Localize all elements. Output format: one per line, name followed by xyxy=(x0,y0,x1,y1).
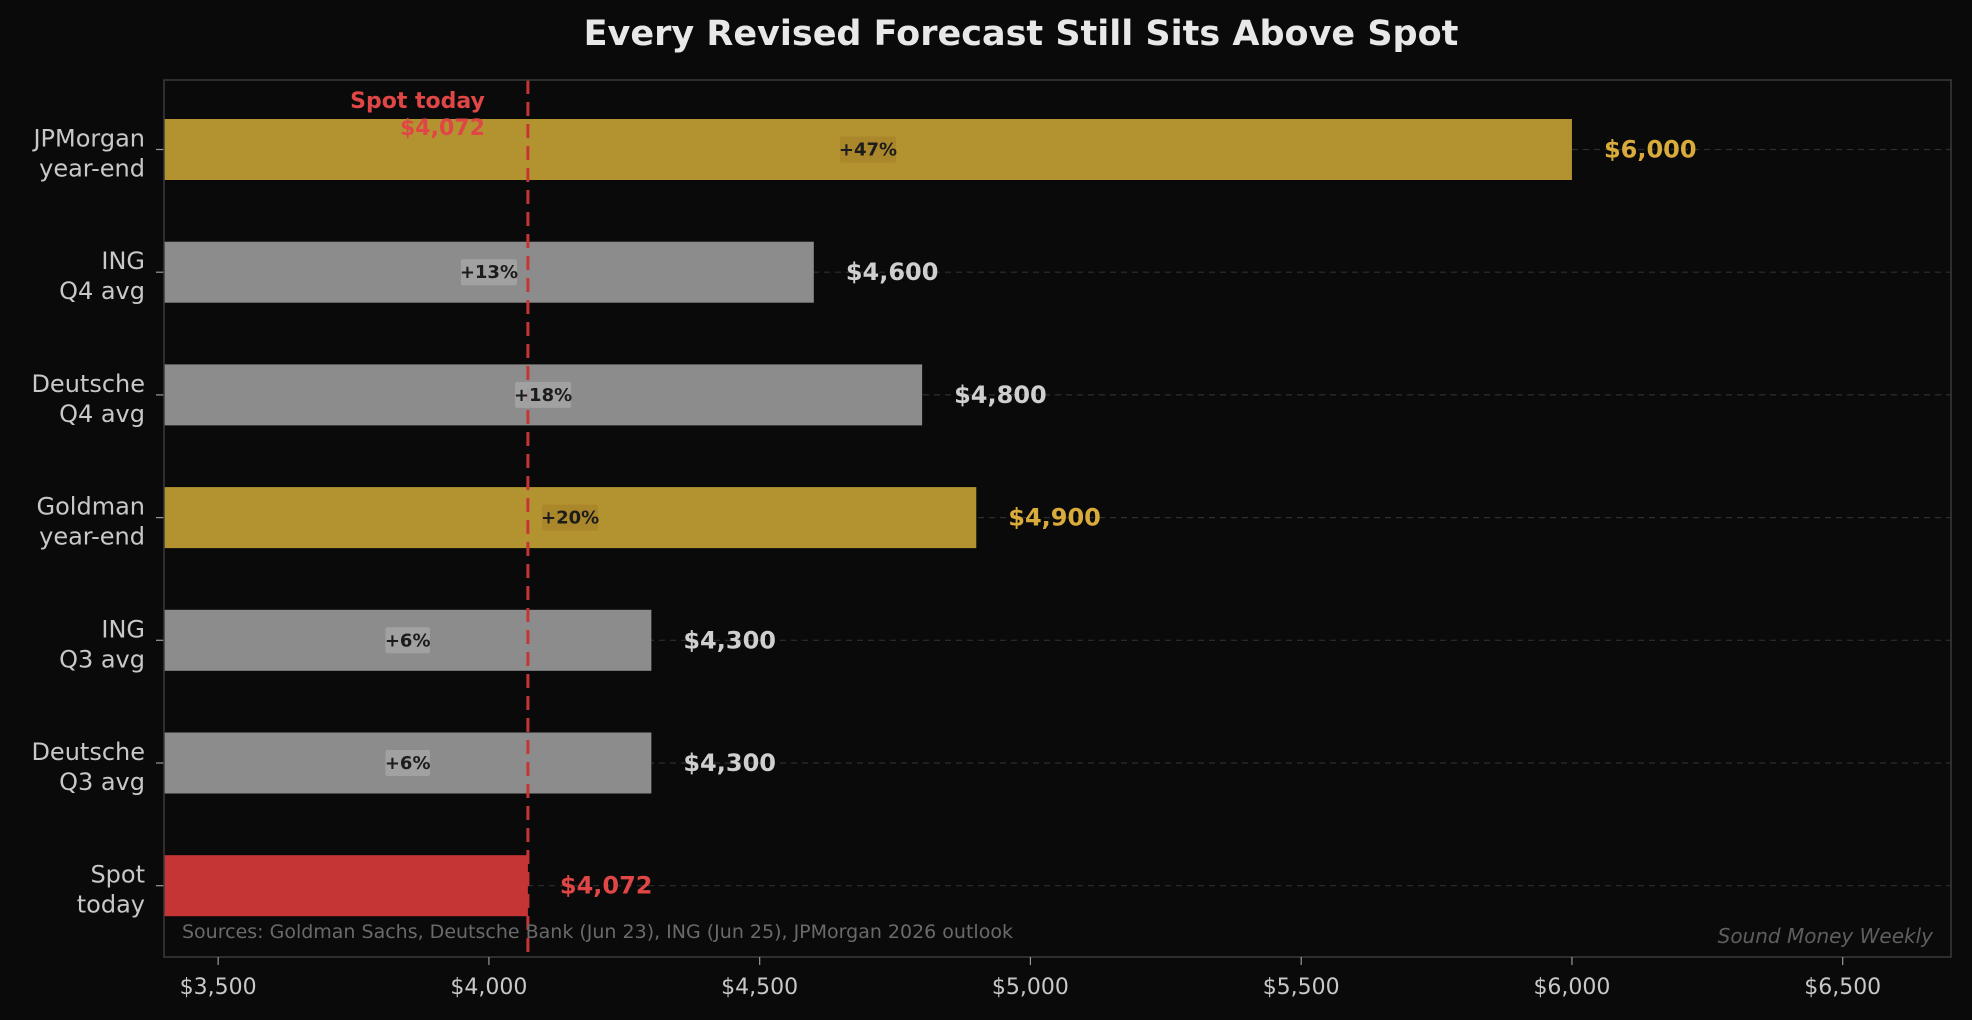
y-tick-label: Deutsche xyxy=(31,370,145,398)
y-tick-label: today xyxy=(77,891,145,919)
value-label: $4,800 xyxy=(954,381,1047,409)
pct-label-box xyxy=(515,381,572,408)
pct-label: +6% xyxy=(385,753,431,774)
value-label: $4,900 xyxy=(1008,504,1101,532)
value-label: $4,072 xyxy=(560,872,653,900)
plot-frame xyxy=(163,79,1952,958)
value-label: $4,300 xyxy=(683,749,776,777)
value-label: $4,300 xyxy=(683,626,776,654)
pct-label: +18% xyxy=(514,385,572,406)
pct-label: +13% xyxy=(460,262,518,283)
pct-label-box xyxy=(385,627,430,654)
pct-label-box xyxy=(542,504,599,531)
spot-reference-label: Spot today xyxy=(350,89,485,114)
source-note: Sources: Goldman Sachs, Deutsche Bank (J… xyxy=(182,921,1013,943)
value-label: $4,600 xyxy=(846,258,939,286)
y-tick-label: ING xyxy=(101,247,145,275)
chart-title: Every Revised Forecast Still Sits Above … xyxy=(584,14,1459,54)
pct-label: +20% xyxy=(541,508,599,529)
y-tick-label: Q4 avg xyxy=(59,400,145,428)
y-tick-label: Q3 avg xyxy=(59,768,145,796)
watermark: Sound Money Weekly xyxy=(1718,924,1935,948)
bar-labels: $6,000 +47% $4,600 +13% $4,800 +18% $4,900 +20%… xyxy=(385,136,1697,900)
pct-label-box xyxy=(839,136,896,163)
x-tick-label: $5,000 xyxy=(992,975,1069,1000)
x-tick-label: $6,000 xyxy=(1533,975,1610,1000)
reference-line-group: Spot today$4,072 xyxy=(350,80,530,957)
x-tick-label: $4,000 xyxy=(450,975,527,1000)
y-tick-label: Goldman xyxy=(37,493,145,521)
x-tick-label: $4,500 xyxy=(721,975,798,1000)
y-tick-label: Spot xyxy=(90,861,145,889)
bar xyxy=(164,855,528,917)
spot-reference-value: $4,072 xyxy=(400,116,485,141)
y-tick-label: ING xyxy=(101,615,145,643)
y-tick-label: Deutsche xyxy=(31,738,145,766)
x-tick-label: $5,500 xyxy=(1263,975,1340,1000)
x-tick-label: $3,500 xyxy=(180,975,257,1000)
y-tick-label: Q3 avg xyxy=(59,645,145,673)
pct-label-box xyxy=(385,750,430,776)
y-tick-label: year-end xyxy=(39,155,145,183)
y-tick-label: Q4 avg xyxy=(59,277,145,305)
x-tick-label: $6,500 xyxy=(1804,975,1881,1000)
pct-label: +6% xyxy=(385,630,431,651)
value-label: $6,000 xyxy=(1604,136,1697,164)
pct-label-box xyxy=(460,259,517,286)
y-tick-label: year-end xyxy=(39,523,145,551)
y-tick-label: JPMorgan xyxy=(31,125,145,153)
pct-label: +47% xyxy=(839,140,897,161)
